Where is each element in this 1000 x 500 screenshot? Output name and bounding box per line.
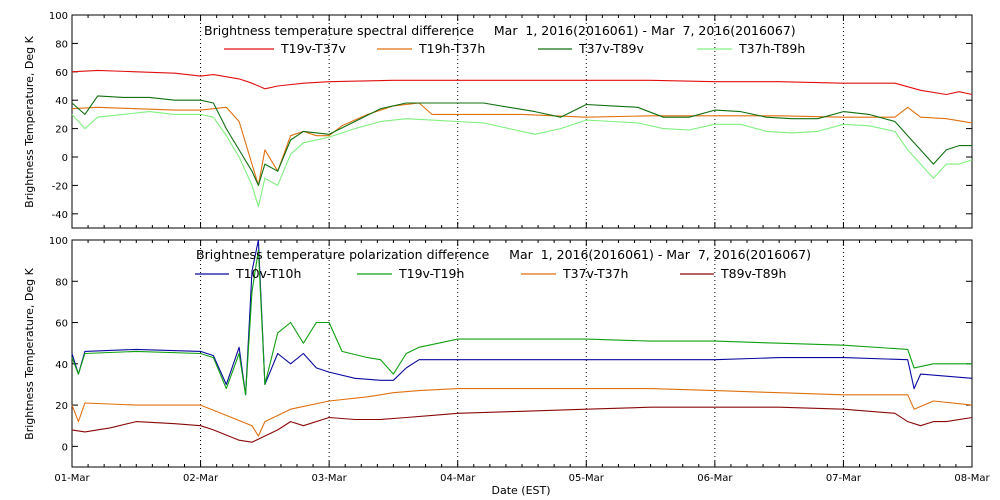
y-tick-label: 80 bbox=[55, 277, 68, 288]
x-axis-ticks bbox=[71, 15, 973, 228]
series-line bbox=[71, 406, 973, 443]
legend-label: T19h-T37h bbox=[418, 41, 485, 56]
x-tick-label: 05-Mar bbox=[569, 473, 605, 484]
series-lines bbox=[71, 69, 973, 208]
y-tick-label: 40 bbox=[55, 360, 68, 371]
y-tick-label: 100 bbox=[49, 236, 68, 247]
y-tick-label: 80 bbox=[55, 39, 68, 50]
plot-frame bbox=[71, 14, 973, 229]
spectral-difference-panel: -40 -20 0 20 40 60 80 100 T19v-T37v T19h-T37h T37… bbox=[23, 11, 973, 229]
series-line bbox=[71, 95, 972, 186]
y-axis-label: Brightness Temperature, Deg K bbox=[23, 267, 36, 439]
x-tick-label: 01-Mar bbox=[54, 473, 90, 484]
y-tick-label: 0 bbox=[62, 153, 68, 164]
series-line bbox=[71, 239, 973, 396]
legend-label: T10v-T10h bbox=[235, 266, 301, 281]
legend-label: T37h-T89h bbox=[738, 41, 805, 56]
legend-label: T19v-T37v bbox=[280, 41, 347, 56]
x-axis-label: Date (EST) bbox=[491, 484, 550, 497]
legend-label: T37v-T37h bbox=[562, 266, 628, 281]
legend-label: T37v-T89v bbox=[578, 41, 645, 56]
x-tick-label: 04-Mar bbox=[440, 473, 476, 484]
y-axis-label: Brightness Temperature, Deg K bbox=[23, 35, 36, 207]
polarization-difference-panel: 0 20 40 60 80 100 01-Mar 02-Mar 03-Mar 04-Mar 05-… bbox=[23, 236, 990, 497]
chart-title: Brightness temperature polarization diff… bbox=[196, 247, 811, 262]
y-tick-label: -20 bbox=[52, 181, 68, 192]
y-tick-label: 60 bbox=[55, 319, 68, 330]
legend: T10v-T10h T19v-T19h T37v-T37h T89v-T89h bbox=[195, 266, 786, 281]
series-line bbox=[71, 388, 973, 437]
legend: T19v-T37v T19h-T37h T37v-T89v T37h-T89h bbox=[224, 41, 805, 56]
y-tick-label: 40 bbox=[55, 96, 68, 107]
x-axis-ticks: 01-Mar 02-Mar 03-Mar 04-Mar 05-Mar 06-Mar 07-M… bbox=[54, 240, 990, 484]
legend-label: T89v-T89h bbox=[720, 266, 786, 281]
y-tick-label: 100 bbox=[49, 11, 68, 22]
y-tick-label: 20 bbox=[55, 125, 68, 136]
y-axis-ticks: -40 -20 0 20 40 60 80 100 bbox=[49, 11, 972, 221]
y-tick-label: 0 bbox=[62, 442, 68, 453]
y-tick-label: -40 bbox=[52, 210, 68, 221]
legend-label: T19v-T19h bbox=[398, 266, 464, 281]
y-tick-label: 60 bbox=[55, 68, 68, 79]
series-line bbox=[71, 111, 973, 208]
series-line bbox=[71, 102, 973, 186]
x-tick-label: 08-Mar bbox=[954, 473, 990, 484]
series-line bbox=[71, 249, 972, 396]
x-tick-label: 06-Mar bbox=[697, 473, 733, 484]
x-tick-label: 02-Mar bbox=[183, 473, 219, 484]
chart-title: Brightness temperature spectral differen… bbox=[204, 23, 796, 38]
series-lines bbox=[71, 239, 973, 443]
x-tick-label: 03-Mar bbox=[312, 473, 348, 484]
y-tick-label: 20 bbox=[55, 401, 68, 412]
x-tick-label: 07-Mar bbox=[826, 473, 862, 484]
series-line bbox=[71, 69, 973, 96]
